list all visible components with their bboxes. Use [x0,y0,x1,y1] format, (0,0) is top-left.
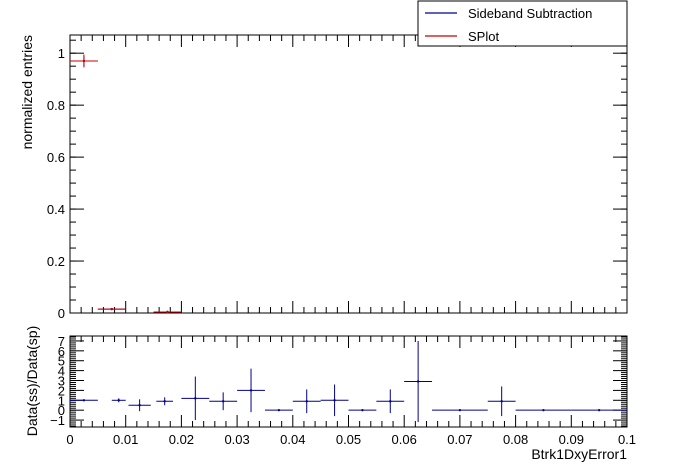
x-tick-label: 0.09 [559,432,584,447]
main-y-axis-label: normalized entries [19,35,35,149]
x-tick-label: 0.03 [224,432,249,447]
data-point-marker [166,310,169,314]
y-tick-label: 0 [58,306,65,321]
data-point-marker [542,408,545,412]
ratio-plot-marks [70,340,627,423]
x-tick-label: 0.08 [503,432,528,447]
y-tick-label: 3 [58,374,65,389]
data-point-marker [361,408,364,412]
ratio-plot-panel: 0 0.01 0.02 0.03 0.04 0.05 0.06 0.07 0.08 0.09 0.1… [24,326,636,462]
data-point-marker [249,389,253,392]
y-tick-label: −1 [50,413,65,428]
data-point-marker [277,408,281,412]
y-tick-label: 0.6 [47,150,65,165]
main-plot-axes: 0 0.2 0.4 0.6 0.8 1 [47,35,628,321]
x-tick-label: 0.05 [336,432,361,447]
data-point-marker [110,307,113,311]
main-plot-frame [69,34,628,314]
data-point-marker [138,404,141,407]
y-tick-label: 0 [58,403,65,418]
data-point-marker [221,400,225,403]
x-tick-label: 0.04 [280,432,305,447]
ratio-y-axis-label: Data(ss)/Data(sp) [24,326,40,436]
y-tick-label: 0.4 [47,202,65,217]
y-tick-label: 4 [58,364,65,379]
data-point-marker [500,400,503,403]
ratio-x-axis-label: Btrk1DxyError1 [531,446,627,462]
data-point-marker [389,400,392,403]
ratio-plot-frame [69,335,628,428]
data-point-marker [333,399,336,402]
data-point-marker [597,408,601,412]
x-tick-label: 0 [66,432,73,447]
data-point-marker [82,399,86,402]
data-point-marker [458,408,462,412]
data-point-marker [416,380,420,383]
x-tick-label: 0.06 [392,432,417,447]
y-tick-label: 6 [58,344,65,359]
x-tick-label: 0.1 [618,432,636,447]
y-tick-label: 1 [58,393,65,408]
data-point-marker [163,400,166,403]
data-point-marker [305,400,308,403]
legend-label-sideband-subtraction: Sideband Subtraction [468,6,592,21]
y-tick-label: 0.8 [47,98,65,113]
main-plot-panel: 0 0.2 0.4 0.6 0.8 1 normalized entries [19,34,628,321]
y-tick-label: 2 [58,383,65,398]
legend-label-splot: SPlot [468,29,499,44]
y-tick-label: 0.2 [47,254,65,269]
y-tick-label: 7 [58,334,65,349]
y-tick-label: 5 [58,354,65,369]
y-tick-label: 1 [58,46,65,61]
x-tick-label: 0.07 [447,432,472,447]
legend-box [417,0,628,47]
x-tick-label: 0.01 [113,432,138,447]
main-plot-marks [70,54,182,314]
ratio-plot-axes: 0 0.01 0.02 0.03 0.04 0.05 0.06 0.07 0.08 0.09 0.1… [50,334,636,447]
data-point-marker [82,59,86,63]
data-point-marker [117,399,120,402]
data-point-marker [194,397,197,400]
x-tick-label: 0.02 [169,432,194,447]
legend: Sideband Subtraction SPlot [417,0,628,47]
